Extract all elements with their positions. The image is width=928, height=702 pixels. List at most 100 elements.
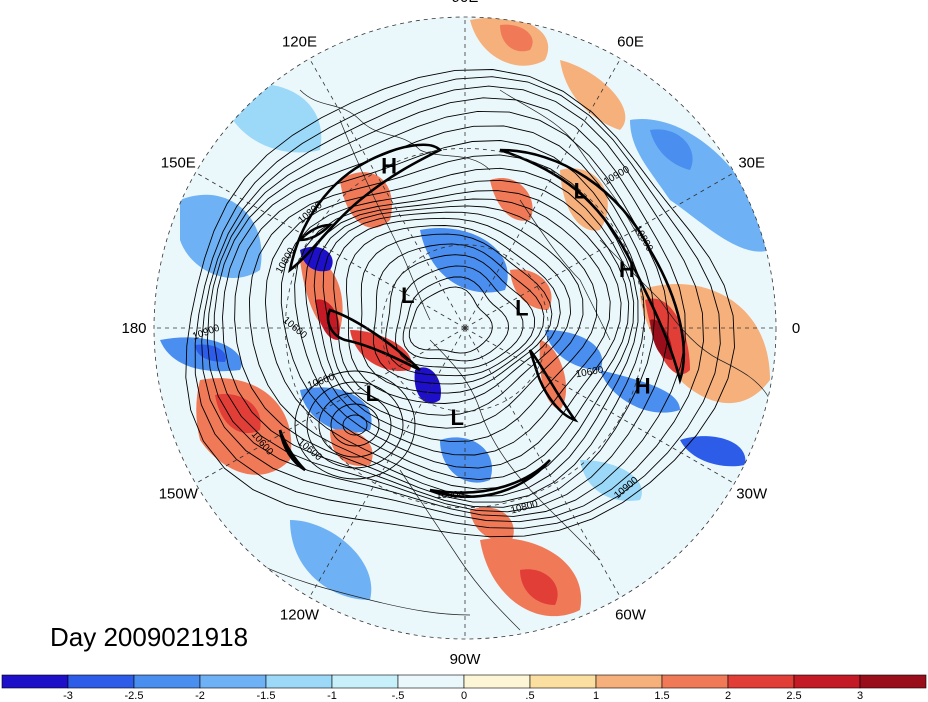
jet-contour — [288, 143, 443, 274]
height-contour — [342, 414, 368, 436]
longitude-label: 30W — [736, 486, 768, 503]
anomaly-region — [650, 129, 693, 170]
colorbar-tick-label: 1 — [593, 690, 599, 702]
height-contour — [373, 243, 545, 385]
height-contours — [185, 69, 735, 538]
anomaly-region — [414, 367, 441, 404]
colorbar-swatch — [133, 674, 201, 689]
height-contour — [206, 97, 686, 517]
coastline — [519, 199, 611, 341]
height-contour — [402, 276, 510, 362]
jet-contour — [528, 349, 579, 423]
low-center: L — [450, 405, 463, 430]
longitude-label: 60E — [617, 33, 644, 50]
height-contour — [185, 69, 735, 538]
coastline — [249, 559, 471, 616]
jet-contour — [499, 148, 686, 385]
meridian — [464, 327, 621, 598]
low-center: L — [401, 283, 414, 308]
colorbar-tick-label: -3 — [63, 690, 73, 702]
low-center: L — [515, 295, 528, 320]
longitude-label: 90W — [450, 651, 482, 668]
anomaly-disc — [154, 17, 776, 639]
anomaly-region — [290, 520, 372, 600]
anomaly-region — [650, 319, 673, 360]
meridian — [464, 58, 621, 329]
colorbar-swatch — [397, 674, 465, 689]
height-contour — [213, 110, 669, 513]
height-contour — [222, 125, 655, 508]
colorbar-swatch — [1, 674, 69, 689]
longitude-label: 180 — [121, 320, 146, 337]
height-contour — [294, 190, 622, 469]
colorbar-swatch — [463, 674, 531, 689]
low-center: L — [366, 381, 379, 406]
height-contour — [294, 370, 416, 480]
high-center: H — [381, 153, 397, 178]
pressure-centers: H L H L L H L L — [366, 153, 651, 430]
longitude-label: 60W — [615, 607, 647, 624]
anomaly-region — [680, 436, 746, 467]
height-contour — [306, 381, 404, 469]
height-contour — [248, 154, 639, 497]
anomaly-region — [440, 437, 492, 483]
anomaly-region — [520, 569, 558, 605]
anomaly-region — [580, 460, 642, 501]
height-contour — [360, 233, 553, 394]
colorbar-tick-label: -1.5 — [257, 690, 276, 702]
meridian — [464, 327, 735, 484]
anomaly-region — [510, 269, 552, 310]
meridian — [309, 58, 466, 329]
colorbar-swatch — [595, 674, 663, 689]
colorbar-tick-label: 2.5 — [786, 690, 801, 702]
jet-contour — [326, 308, 421, 372]
coastline — [599, 239, 771, 401]
height-contour — [330, 403, 380, 447]
lat-lon-grid — [154, 17, 776, 639]
height-contour — [395, 265, 524, 369]
colorbar-swatch — [67, 674, 135, 689]
longitude-label: 150W — [159, 486, 199, 503]
longitude-label: 90E — [452, 0, 479, 6]
colorbar: -3 -2.5 -2 -1.5 -1 -.5 0 .5 1 1.5 2 2.5 3 — [1, 674, 927, 702]
high-center: H — [635, 374, 651, 399]
colorbar-tick-label: 0 — [461, 690, 467, 702]
anomaly-region — [215, 394, 261, 434]
longitude-label: 150E — [161, 155, 196, 172]
colorbar-tick-label: -2.5 — [125, 690, 144, 702]
height-contour — [280, 179, 630, 481]
colorbar-swatch — [661, 674, 729, 689]
anomaly-region — [195, 344, 226, 362]
colorbar-tick-label: -1 — [327, 690, 337, 702]
jet-contour — [278, 429, 306, 472]
low-center: L — [574, 179, 587, 204]
height-contour — [264, 167, 635, 490]
anomaly-region — [560, 60, 626, 130]
height-contour — [346, 225, 561, 404]
longitude-labels: 90E 60E 30E 0 30W 60W 90W 120W 150W 180 150E 120E — [121, 0, 800, 668]
height-contour — [322, 211, 584, 429]
colorbar-tick-label: 2 — [725, 690, 731, 702]
contour-label: 10900 — [436, 490, 464, 501]
longitude-label: 120W — [280, 607, 320, 624]
map-boundary — [153, 16, 777, 640]
colorbar-tick-label: 3 — [857, 690, 863, 702]
coastline — [399, 469, 521, 631]
height-contour — [408, 286, 493, 354]
anomaly-region — [490, 178, 533, 221]
anomaly-region — [500, 24, 533, 52]
meridian — [195, 172, 466, 329]
meridian — [464, 172, 735, 329]
colorbar-tick-label: .5 — [525, 690, 534, 702]
height-contour — [304, 198, 611, 456]
contour-label: 10600 — [575, 365, 605, 381]
colorbar-tick-label: -2 — [195, 690, 205, 702]
longitude-label: 30E — [738, 155, 765, 172]
colorbar-swatch — [529, 674, 597, 689]
height-contour — [318, 392, 392, 458]
anomaly-region — [600, 370, 680, 413]
meridian — [195, 327, 466, 484]
colorbar-swatch — [199, 674, 267, 689]
height-contour — [385, 254, 536, 377]
